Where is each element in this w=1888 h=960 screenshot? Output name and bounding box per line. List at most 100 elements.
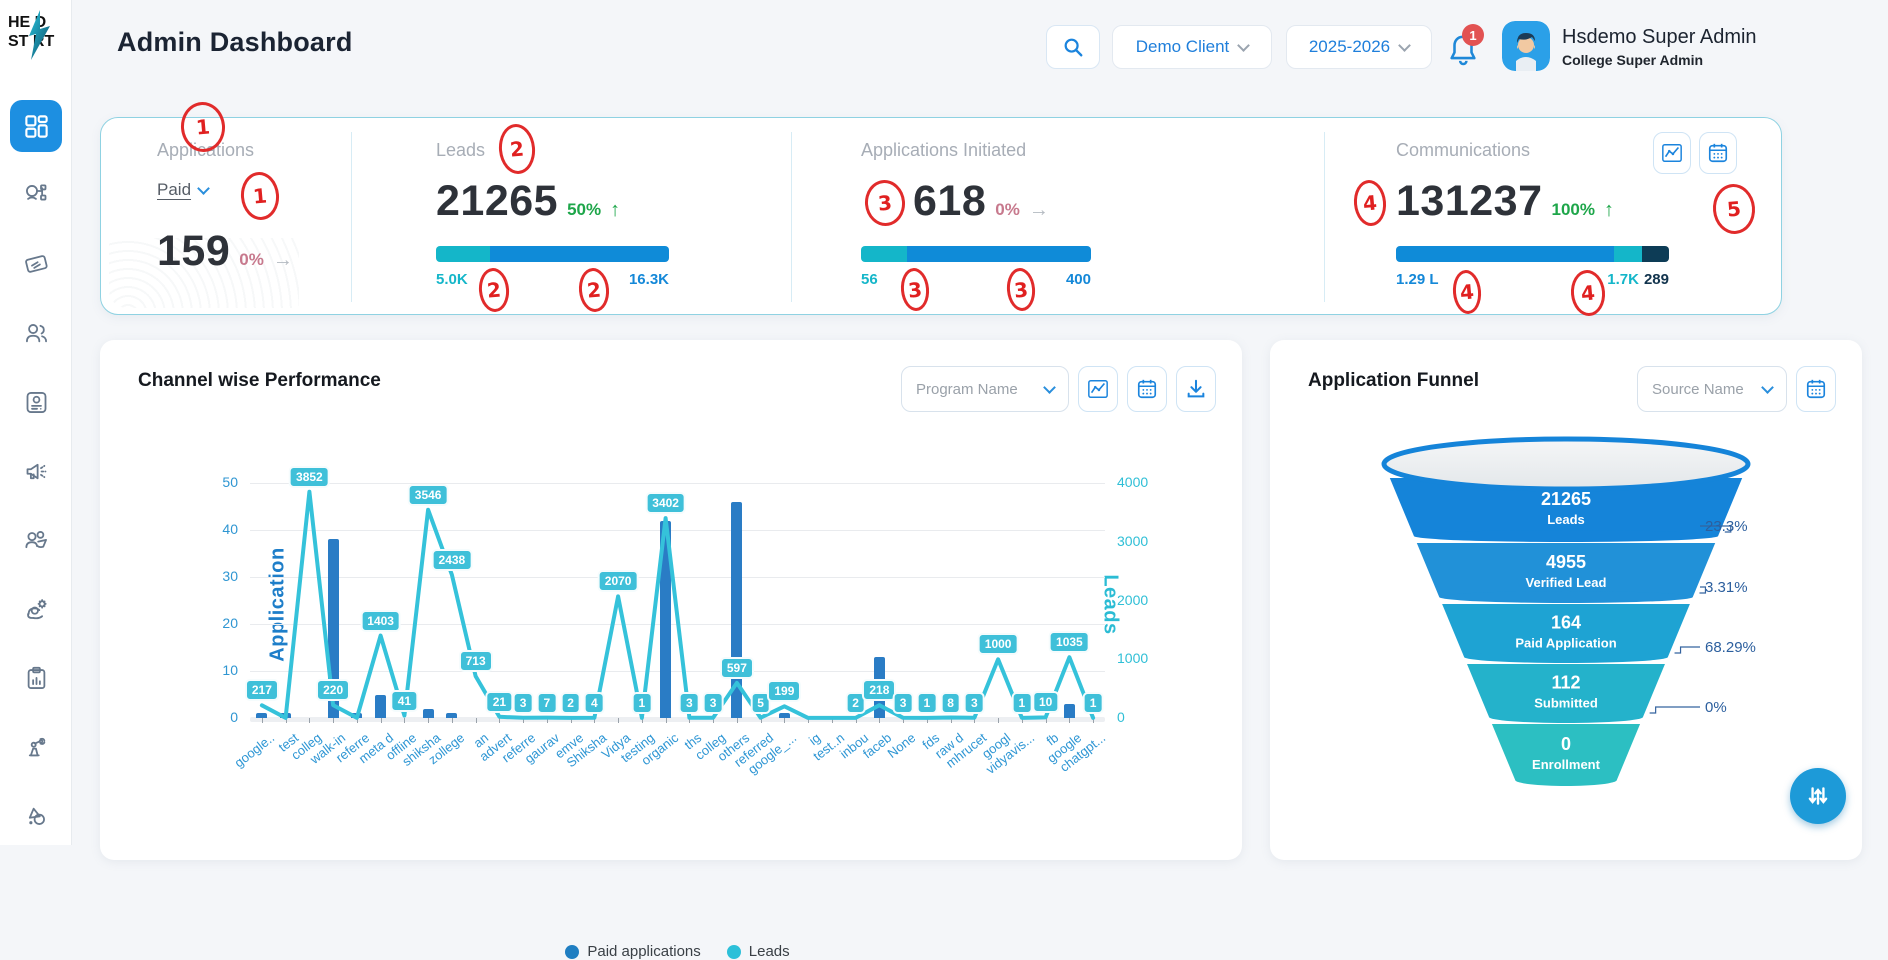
bar-paid-applications[interactable] [422,708,434,718]
bar-paid-applications[interactable] [660,520,672,718]
bar-min-label: 56 [861,271,878,288]
sidebar-item-shapes[interactable] [10,790,62,842]
legend-item[interactable]: Paid applications [565,943,701,960]
client-selector-value: Demo Client [1135,37,1230,56]
funnel-stage-label: Verified Lead [1526,575,1607,590]
funnel-filter-fab[interactable] [1790,768,1846,824]
line-point-label: 41 [390,689,419,712]
user-avatar[interactable] [1502,21,1550,71]
funnel-stage[interactable] [1442,604,1690,657]
sidebar-item-megaphone[interactable] [10,445,62,497]
people-group-icon [24,530,47,548]
kpi-label-leads: Leads [436,140,486,160]
chart-legend: Paid applications Leads [250,943,1105,960]
chart-download-button[interactable] [1176,366,1216,412]
x-tick [760,718,762,723]
bar-paid-applications[interactable] [731,501,743,718]
channel-performance-card: Channel wise Performance Program Name Ap… [100,340,1242,960]
up-arrow-icon: ↑ [1603,199,1614,221]
year-selector[interactable]: 2025-2026 [1286,25,1432,69]
line-point-label: 713 [458,650,493,673]
sidebar-item-dashboard-grid[interactable] [10,100,62,152]
chevron-down-icon [197,181,210,195]
annotation-circle: 4 [1352,178,1388,228]
y-tick-left: 30 [222,568,238,584]
calendar-icon [1806,379,1826,399]
funnel-stage[interactable] [1416,543,1716,597]
sidebar-item-users[interactable] [10,307,62,359]
funnel-calendar-button[interactable] [1796,366,1836,412]
legend-item[interactable]: Leads [726,943,790,960]
line-point-label: 3 [892,691,914,714]
line-point-label: 1403 [360,609,401,632]
gridline [250,577,1105,578]
line-point-label: 1000 [977,633,1019,656]
leads-line [259,489,1096,720]
x-tick [903,718,905,723]
line-point-label: 1035 [1049,631,1090,654]
kpi-chart-view-button[interactable] [1653,132,1691,174]
sidebar-item-user-hierarchy[interactable] [10,169,62,221]
sidebar-item-clipboard-chart[interactable] [10,652,62,704]
x-tick [475,718,477,723]
sidebar-item-swipe-card[interactable] [10,238,62,290]
sidebar-item-id-card[interactable] [10,376,62,428]
bar-paid-applications[interactable] [1063,703,1075,718]
funnel-stage[interactable] [1467,664,1665,717]
annotation-circle: 1 [238,170,282,222]
bar-min-label: 1.29 L [1396,271,1439,288]
line-point-label: 8 [940,691,961,714]
search-button[interactable] [1046,25,1100,69]
chart-view-toggle-button[interactable] [1078,366,1118,412]
year-selector-value: 2025-2026 [1308,37,1391,56]
funnel-stage-label: Paid Application [1515,636,1616,651]
funnel-stage-label: Submitted [1534,696,1598,711]
line-point-label: 2 [560,691,581,714]
line-chart-icon [1662,144,1682,162]
line-point-label: 4 [584,691,605,714]
sidebar-item-people-group[interactable] [10,514,62,566]
bar-segment-teal [1614,246,1642,262]
y-tick-left: 50 [222,474,238,490]
funnel-stage-value: 164 [1551,613,1581,633]
applications-filter-dropdown[interactable]: Paid [157,180,210,200]
line-point-label: 1 [631,691,653,714]
user-name: Hsdemo Super Admin [1562,26,1757,48]
x-tick [380,718,382,723]
avatar-illustration [1502,21,1550,71]
calendar-icon [1708,143,1728,163]
dashboard-grid-icon [24,114,48,138]
communications-progress-bar [1396,246,1669,262]
chart-calendar-button[interactable] [1127,366,1167,412]
robot-arm-icon [28,737,45,756]
chevron-down-icon [1237,38,1251,52]
download-icon [1187,379,1205,398]
x-tick [404,718,406,723]
kpi-calendar-button[interactable] [1699,132,1737,174]
funnel-stage[interactable] [1491,724,1641,780]
flat-arrow-icon: → [1028,199,1049,221]
y-tick-right: 2000 [1117,591,1149,608]
bar-paid-applications[interactable] [375,694,387,718]
x-tick [356,718,358,723]
legend-dot [726,944,741,959]
line-point-label: 2438 [431,548,473,571]
annotation-circle: 5 [1710,182,1758,236]
sidebar: HE D ST RT [0,0,72,845]
kpi-label-applications-initiated: Applications Initiated [861,140,1027,160]
bar-segment-teal [436,246,490,262]
gridline [250,483,1105,484]
x-tick [1021,718,1023,723]
megaphone-icon [26,463,46,479]
client-selector[interactable]: Demo Client [1112,25,1272,69]
sidebar-item-user-gear[interactable] [10,583,62,635]
sidebar-item-robot-arm[interactable] [10,721,62,773]
x-tick [1069,718,1071,723]
kpi-delta: 0% [995,200,1020,219]
x-tick [333,718,335,723]
y-tick-left: 40 [222,521,238,537]
lightning-bolt-icon [29,10,50,60]
source-name-dropdown[interactable]: Source Name [1637,366,1787,412]
funnel-stage[interactable] [1389,478,1743,536]
program-name-dropdown[interactable]: Program Name [901,366,1069,412]
